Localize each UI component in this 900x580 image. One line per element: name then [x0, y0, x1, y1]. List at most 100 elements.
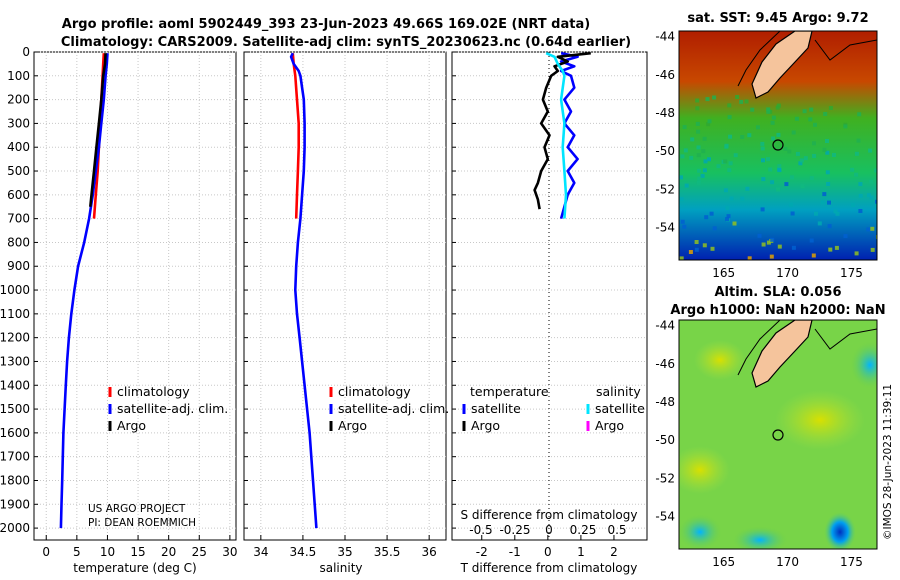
float-position-marker [772, 139, 784, 151]
sst-pixel [696, 153, 701, 158]
sst-pixel [688, 250, 693, 254]
x-tick-label: -1 [509, 545, 521, 559]
x-tick-label: 30 [222, 545, 237, 559]
y-tick-label: 1600 [0, 426, 30, 440]
series-line-argo [89, 53, 107, 207]
sst-pixel [813, 122, 817, 127]
map-y-tick-label: -52 [655, 182, 675, 196]
sst-pixel [823, 112, 828, 116]
sst-pixel [809, 176, 814, 181]
map-y-tick-label: -46 [655, 357, 675, 371]
y-tick-label: 1700 [0, 450, 30, 464]
title-line-1: Argo profile: aoml 5902449_393 23-Jun-20… [62, 17, 590, 32]
map-y-tick-label: -48 [655, 395, 675, 409]
sst-pixel [679, 256, 684, 260]
sst-pixel [812, 141, 816, 146]
sst-pixel [799, 158, 804, 163]
y-tick-label: 1500 [0, 402, 30, 416]
sst-pixel [716, 164, 721, 169]
land-mass [751, 320, 813, 388]
sst-pixel [761, 177, 766, 182]
sst-pixel [761, 242, 766, 247]
sst-pixel [874, 168, 877, 173]
map-y-tick-label: -50 [655, 433, 675, 447]
sst-pixel [760, 146, 765, 151]
x-tick-label: 15 [130, 545, 145, 559]
legend-label-argo: Argo [117, 418, 146, 433]
sst-pixel [697, 176, 702, 181]
sst-pixel [696, 129, 701, 134]
sst-pixel [694, 247, 699, 252]
sst-pixel [725, 205, 730, 210]
sst-pixel [776, 187, 781, 192]
sst-pixel [825, 150, 830, 155]
x-tick-label: -2 [476, 545, 488, 559]
sst-pixel [825, 170, 830, 175]
sst-pixel [800, 184, 805, 189]
sst-pixel [809, 238, 814, 243]
sst-map-title: sat. SST: 9.45 Argo: 9.72 [687, 11, 868, 26]
sst-pixel [679, 175, 683, 180]
y-tick-label: 1200 [0, 331, 30, 345]
sst-pixel [770, 120, 775, 125]
legend-head-temperature: temperature [470, 384, 549, 399]
sst-pixel [771, 115, 776, 120]
x-tick-label: 0 [544, 545, 552, 559]
sst-pixel [827, 200, 831, 205]
sst-pixel [689, 155, 694, 160]
sst-pixel [851, 203, 855, 207]
sst-pixel [795, 151, 800, 156]
x-tick-label: 1 [577, 545, 585, 559]
legend-label-satellite: satellite-adj. clim. [338, 401, 449, 416]
y-tick-label: 700 [7, 212, 30, 226]
x2-tick-label: -0.5 [469, 523, 492, 537]
x-tick-label: 5 [73, 545, 81, 559]
sst-pixel [682, 224, 687, 229]
sst-pixel [854, 251, 859, 256]
sst-pixel [858, 193, 863, 198]
sla-anomaly [775, 390, 865, 450]
series-line-temperature-argo [533, 51, 591, 210]
sst-pixel [757, 233, 762, 238]
project-line-1: US ARGO PROJECT [88, 503, 186, 515]
sst-pixel [790, 211, 795, 216]
sst-pixel [727, 115, 732, 120]
y-tick-label: 1400 [0, 378, 30, 392]
x-tick-label: 0 [42, 545, 50, 559]
sst-pixel [740, 196, 745, 201]
sst-pixel [707, 119, 712, 124]
x-tick-label: 34 [253, 545, 268, 559]
sst-pixel [696, 145, 701, 150]
sst-pixel [702, 243, 707, 248]
sst-pixel [747, 133, 752, 138]
sst-pixel [768, 167, 773, 172]
coast-contour [737, 320, 877, 376]
sst-pixel [701, 149, 706, 154]
x-tick-label: 35.5 [374, 545, 401, 559]
sst-pixel [833, 209, 838, 214]
sst-pixel [870, 247, 875, 252]
sst-pixel [775, 105, 780, 110]
salinity-legend: climatology satellite-adj. clim. Argo [329, 384, 449, 433]
legend-label-climatology: climatology [338, 384, 411, 399]
sst-pixel [750, 107, 755, 112]
y-tick-label: 1000 [0, 283, 30, 297]
sst-map-frame [678, 30, 878, 261]
map-y-tick-label: -44 [655, 319, 675, 333]
sst-pixel [803, 156, 808, 161]
sst-pixel [697, 168, 702, 173]
map-x-tick-label: 165 [712, 555, 735, 569]
sst-pixel [710, 246, 715, 251]
map-x-tick-label: 170 [776, 555, 799, 569]
sla-anomaly [732, 526, 788, 549]
map-x-tick-label: 165 [712, 266, 735, 280]
y-tick-label: 1300 [0, 354, 30, 368]
sst-pixel [695, 121, 700, 126]
x-tick-label: 25 [192, 545, 207, 559]
sst-pixel [728, 134, 733, 139]
title-line-2: Climatology: CARS2009. Satellite-adj cli… [61, 35, 631, 50]
sst-pixel [827, 224, 832, 229]
sst-pixel [784, 182, 789, 187]
sst-pixel [811, 253, 816, 258]
sst-pixel [694, 240, 699, 244]
